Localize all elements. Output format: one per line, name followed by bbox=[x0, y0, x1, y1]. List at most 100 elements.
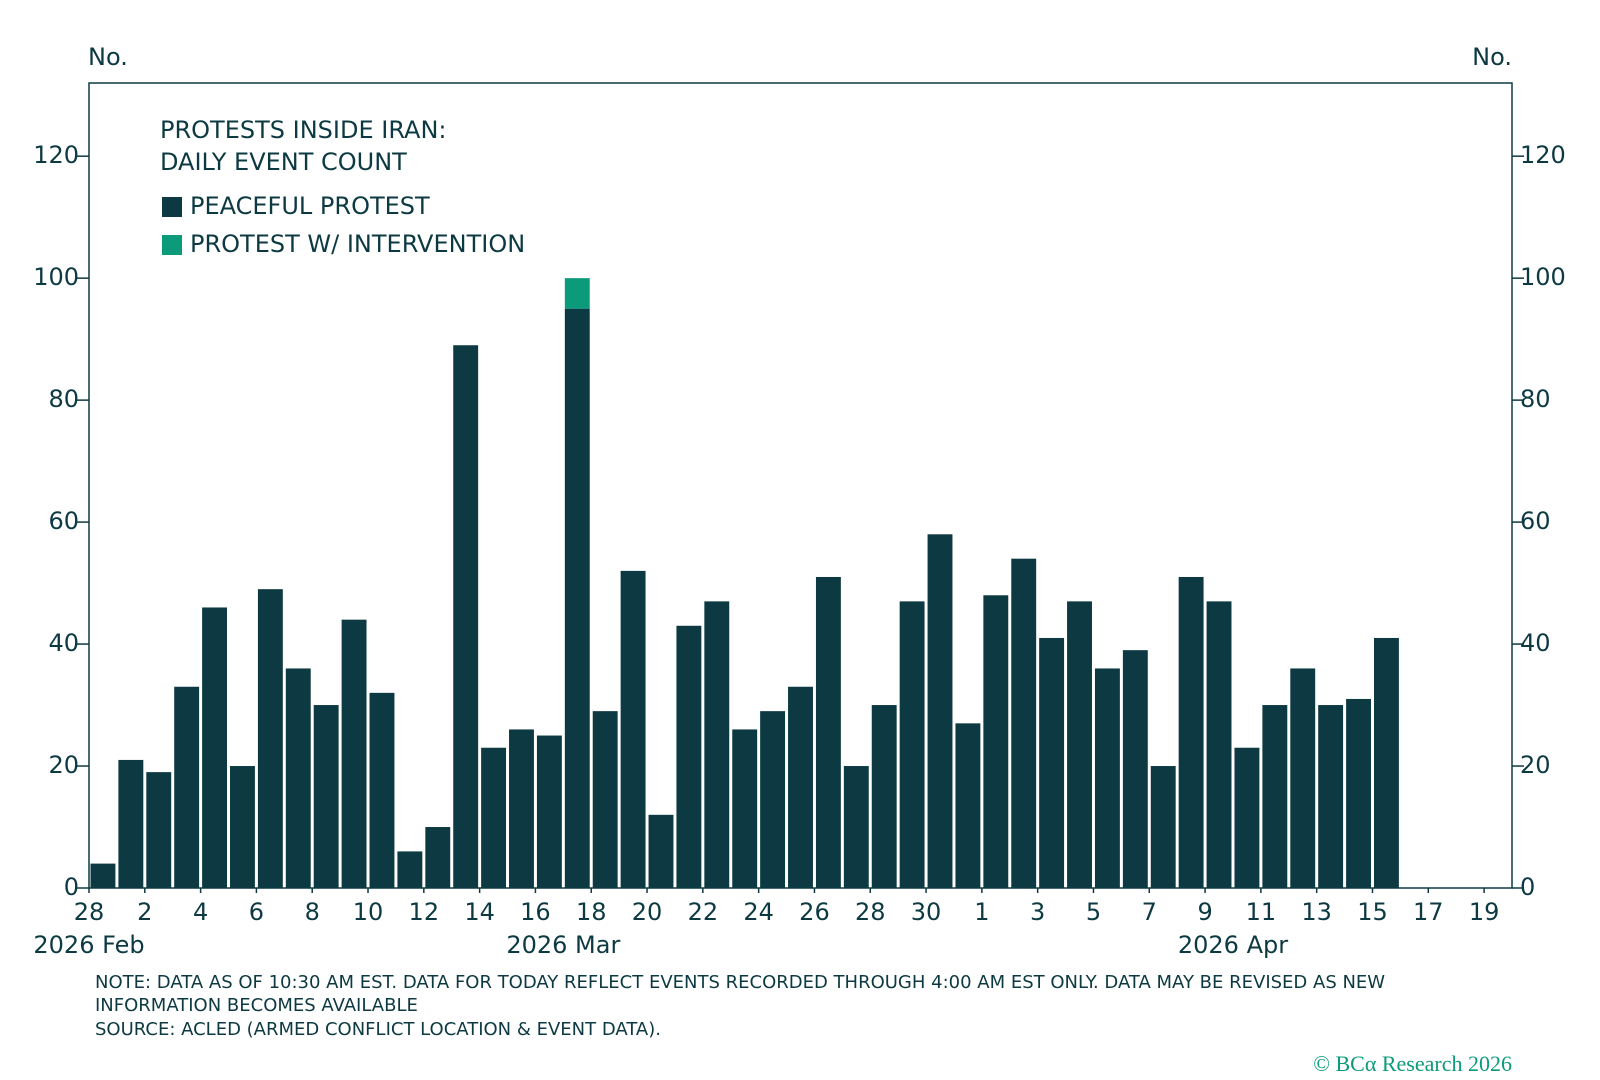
bar bbox=[1039, 637, 1065, 888]
legend-label: PEACEFUL PROTEST bbox=[190, 192, 430, 220]
bar bbox=[648, 814, 674, 888]
y2-tick-label: 20 bbox=[1520, 751, 1551, 779]
chart-title: PROTESTS INSIDE IRAN: bbox=[160, 116, 446, 144]
x-tick-label: 4 bbox=[193, 898, 208, 926]
note: NOTE: DATA AS OF 10:30 AM EST. DATA FOR … bbox=[95, 972, 1385, 993]
x-tick-label: 7 bbox=[1142, 898, 1157, 926]
bar bbox=[1011, 558, 1037, 888]
copyright: © BCα Research 2026 bbox=[1313, 1051, 1512, 1076]
source: SOURCE: ACLED (ARMED CONFLICT LOCATION &… bbox=[95, 1019, 661, 1040]
bar bbox=[815, 576, 841, 888]
bar bbox=[1094, 668, 1120, 888]
x-tick-label: 14 bbox=[464, 898, 495, 926]
bar bbox=[313, 705, 339, 888]
note: INFORMATION BECOMES AVAILABLE bbox=[95, 995, 418, 1016]
bar bbox=[1206, 601, 1232, 888]
x-tick-label: 9 bbox=[1197, 898, 1212, 926]
bar bbox=[1290, 668, 1316, 888]
x-tick-label: 15 bbox=[1357, 898, 1388, 926]
bar bbox=[732, 729, 758, 888]
legend-swatch bbox=[162, 197, 182, 217]
y2-tick-label: 80 bbox=[1520, 385, 1551, 413]
x-tick-label: 3 bbox=[1030, 898, 1045, 926]
x-tick-label: 5 bbox=[1086, 898, 1101, 926]
x-tick-label: 19 bbox=[1469, 898, 1500, 926]
bar bbox=[955, 723, 981, 888]
x-tick-label: 20 bbox=[632, 898, 663, 926]
bar bbox=[1067, 601, 1092, 888]
y-axis-label: No. bbox=[88, 43, 128, 71]
bar bbox=[425, 827, 451, 888]
y2-tick-label: 120 bbox=[1520, 141, 1566, 169]
y2-tick-label: 40 bbox=[1520, 629, 1551, 657]
bar bbox=[927, 534, 953, 888]
bar bbox=[285, 668, 311, 888]
x-tick-label: 17 bbox=[1413, 898, 1444, 926]
bar bbox=[453, 345, 479, 888]
bar bbox=[760, 711, 786, 888]
x-tick-label: 28 bbox=[74, 898, 105, 926]
bar bbox=[341, 619, 367, 888]
bar bbox=[564, 308, 590, 889]
bar bbox=[1178, 576, 1204, 888]
y2-tick-label: 60 bbox=[1520, 507, 1551, 535]
x-tick-label: 11 bbox=[1246, 898, 1277, 926]
x-tick-label: 2 bbox=[137, 898, 152, 926]
y-tick-label: 0 bbox=[64, 873, 79, 901]
x-tick-label: 13 bbox=[1301, 898, 1332, 926]
bar bbox=[369, 692, 395, 888]
x-tick-label: 6 bbox=[249, 898, 264, 926]
x-tick-label: 12 bbox=[409, 898, 440, 926]
x-tick-label: 10 bbox=[353, 898, 384, 926]
bar bbox=[146, 772, 172, 888]
bar bbox=[843, 766, 869, 888]
x-tick-label: 16 bbox=[520, 898, 551, 926]
y-tick-label: 20 bbox=[48, 751, 79, 779]
bar bbox=[1150, 766, 1176, 888]
bar bbox=[1262, 705, 1288, 888]
y-tick-label: 100 bbox=[33, 263, 79, 291]
bar bbox=[1346, 698, 1371, 888]
month-label: 2026 Apr bbox=[1178, 931, 1288, 959]
bar bbox=[592, 711, 618, 888]
y-tick-label: 40 bbox=[48, 629, 79, 657]
plot-frame bbox=[88, 82, 1513, 889]
bar bbox=[899, 601, 925, 888]
bar bbox=[676, 625, 702, 888]
bar bbox=[1318, 705, 1344, 888]
bar bbox=[564, 278, 590, 309]
bar bbox=[202, 607, 228, 888]
bar bbox=[174, 686, 200, 888]
bar bbox=[1373, 637, 1399, 888]
bar bbox=[1122, 650, 1148, 888]
month-label: 2026 Mar bbox=[506, 931, 620, 959]
bar bbox=[257, 589, 283, 888]
x-tick-label: 30 bbox=[911, 898, 942, 926]
bar bbox=[871, 705, 897, 888]
x-tick-label: 28 bbox=[855, 898, 886, 926]
bar bbox=[788, 686, 813, 888]
bar bbox=[536, 735, 562, 888]
bar bbox=[1234, 747, 1260, 888]
bar bbox=[397, 851, 423, 888]
x-tick-label: 18 bbox=[576, 898, 607, 926]
month-label: 2026 Feb bbox=[33, 931, 144, 959]
y-tick-label: 120 bbox=[33, 141, 79, 169]
y2-tick-label: 0 bbox=[1520, 873, 1535, 901]
x-tick-label: 22 bbox=[688, 898, 719, 926]
y-tick-label: 80 bbox=[48, 385, 79, 413]
bar bbox=[481, 747, 507, 888]
legend-label: PROTEST W/ INTERVENTION bbox=[190, 230, 525, 258]
bar bbox=[620, 570, 646, 888]
x-tick-label: 26 bbox=[799, 898, 830, 926]
x-tick-label: 24 bbox=[743, 898, 774, 926]
bar bbox=[230, 766, 255, 888]
legend-swatch bbox=[162, 235, 182, 255]
bar bbox=[704, 601, 730, 888]
x-tick-label: 8 bbox=[305, 898, 320, 926]
bar bbox=[509, 729, 534, 888]
x-tick-label: 1 bbox=[974, 898, 989, 926]
bar bbox=[90, 863, 116, 888]
bar bbox=[118, 759, 144, 888]
